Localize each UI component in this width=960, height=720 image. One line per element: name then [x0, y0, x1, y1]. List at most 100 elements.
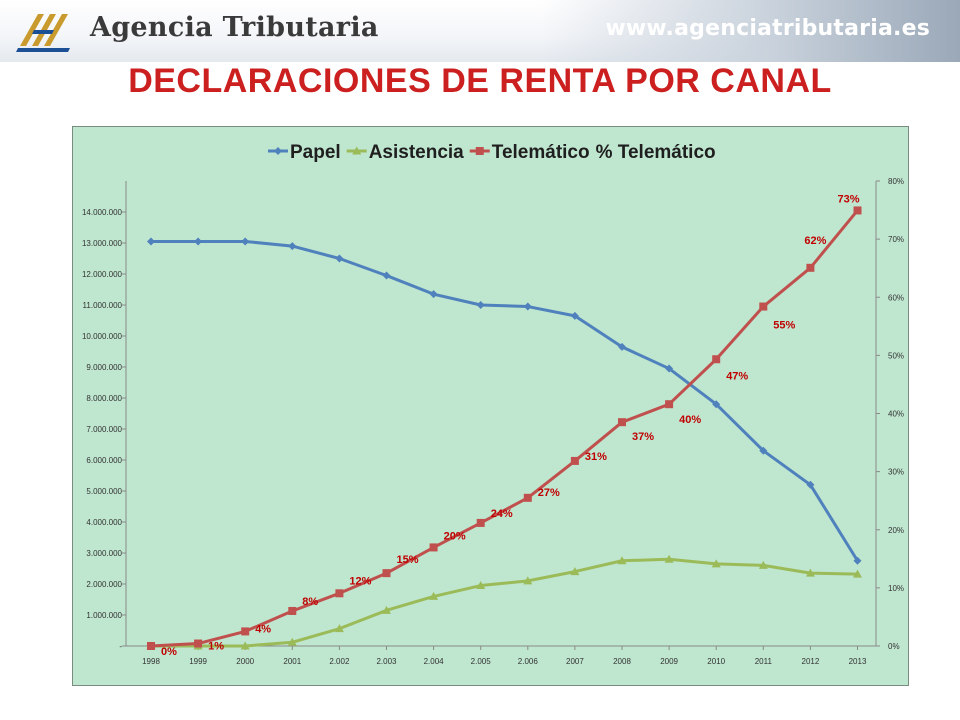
data-point-papel: [429, 290, 438, 299]
series-line-asistencia: [151, 557, 858, 648]
data-point-telem-tico: [523, 493, 532, 502]
data-point-asistencia: [853, 569, 862, 578]
pct-label: 73%: [838, 193, 860, 205]
x-tick-label: 2000: [236, 657, 254, 666]
x-tick-label: 2012: [802, 657, 820, 666]
left-tick-label: 12.000.000: [82, 270, 123, 279]
left-tick-label: 4.000.000: [86, 518, 122, 527]
x-tick-label: 2001: [283, 657, 301, 666]
data-point-asistencia: [523, 576, 533, 585]
chart-panel: [72, 126, 909, 686]
chart-data-labels: 0% 1% 4% 8% 12% 15% 20% 24% 27% 31% 37% 40% 47% 55% 62…: [161, 193, 860, 658]
data-point-papel: [665, 364, 674, 373]
left-tick-label: 6.000.000: [86, 456, 122, 465]
data-point-papel: [288, 242, 297, 251]
right-tick-label: 20%: [888, 526, 904, 535]
legend-label-papel: Papel: [290, 142, 341, 163]
data-point-papel: [241, 237, 250, 246]
data-point-asistencia: [570, 567, 580, 576]
series-papel: [147, 237, 862, 565]
pct-label: 55%: [773, 320, 795, 332]
legend-marker-papel: [274, 147, 282, 155]
left-tick-label: 5.000.000: [86, 487, 122, 496]
right-tick-label: 70%: [888, 235, 904, 244]
data-point-asistencia: [664, 554, 674, 563]
data-point-telem-tico: [759, 302, 768, 311]
header-banner: Agencia Tributaria www.agenciatributaria…: [0, 0, 960, 62]
data-point-papel: [570, 311, 579, 320]
data-point-asistencia: [758, 560, 768, 569]
x-tick-label: 2011: [755, 657, 773, 666]
data-point-papel: [853, 556, 862, 565]
pct-label: 27%: [538, 487, 560, 499]
data-point-telem-tico: [194, 639, 203, 648]
data-point-papel: [712, 400, 721, 409]
data-point-asistencia: [711, 559, 721, 568]
series-line-papel: [151, 239, 859, 562]
data-point-telem-tico: [570, 456, 579, 465]
left-tick-label: 8.000.000: [86, 394, 122, 403]
pct-label: 47%: [726, 370, 748, 382]
data-point-papel: [335, 254, 344, 263]
pct-label: 1%: [208, 641, 224, 653]
legend-label-telem-tico: Telemático: [492, 142, 590, 163]
legend-label-asistencia: Asistencia: [369, 142, 464, 163]
legend-label--telem-tico: % Telemático: [596, 142, 716, 163]
right-tick-label: 40%: [888, 410, 904, 419]
right-tick-label: 50%: [888, 351, 904, 360]
data-point-asistencia: [476, 581, 486, 590]
legend-item-papel: Papel: [268, 142, 341, 163]
data-point-telem-tico: [147, 642, 155, 650]
data-point-asistencia: [429, 591, 439, 600]
x-tick-label: 2007: [566, 657, 584, 666]
pct-label: 24%: [491, 508, 513, 520]
pct-label: 62%: [804, 235, 826, 247]
page-title: DECLARACIONES DE RENTA POR CANAL: [128, 62, 832, 100]
data-point-asistencia: [382, 605, 391, 614]
series-line-telem-tico: [150, 209, 859, 648]
data-point-telem-tico: [853, 206, 862, 215]
data-point-asistencia: [240, 641, 250, 650]
data-point-telem-tico: [335, 589, 344, 598]
right-tick-label: 10%: [888, 584, 904, 593]
data-point-asistencia: [805, 568, 815, 577]
data-point-asistencia: [617, 556, 627, 565]
x-tick-label: 1999: [189, 657, 207, 666]
x-tick-label: 2009: [660, 657, 678, 666]
left-tick-label: 11.000.000: [83, 301, 123, 310]
x-tick-label: 2008: [613, 657, 631, 666]
series-asistencia: [146, 554, 862, 650]
data-point-asistencia: [334, 624, 344, 633]
legend-item-telem-tico: Telemático: [469, 142, 590, 163]
pct-label: 40%: [679, 414, 701, 426]
data-point-papel: [759, 446, 768, 455]
data-point-telem-tico: [241, 627, 250, 636]
data-point-papel: [523, 302, 532, 311]
pct-label: 0%: [161, 646, 177, 658]
x-tick-label: 2.006: [518, 657, 539, 666]
data-point-papel: [476, 301, 485, 309]
data-point-telem-tico: [382, 569, 391, 578]
x-tick-label: 2.004: [424, 657, 445, 666]
right-tick-label: 30%: [888, 468, 904, 477]
data-point-telem-tico: [288, 606, 297, 615]
legend-item--telem-tico: % Telemático: [596, 142, 716, 163]
x-tick-label: 2.005: [471, 657, 492, 666]
chart-axes: - 1.000.000 2.000.000 3.000.000 4.000.000 5.0…: [82, 177, 904, 666]
x-tick-label: 1998: [142, 657, 160, 666]
left-tick-label: 13.000.000: [82, 239, 123, 248]
data-point-papel: [194, 237, 203, 246]
left-tick-label: 7.000.000: [86, 425, 122, 434]
data-point-telem-tico: [429, 543, 438, 552]
right-tick-label: 0%: [888, 642, 900, 651]
x-tick-label: 2013: [849, 657, 867, 666]
data-point-telem-tico: [665, 400, 674, 409]
left-tick-label: 9.000.000: [86, 363, 122, 372]
website-url[interactable]: www.agenciatributaria.es: [605, 16, 930, 41]
pct-label: 8%: [302, 596, 318, 608]
data-point-papel: [382, 271, 391, 280]
pct-label: 31%: [585, 451, 607, 463]
right-tick-label: 60%: [888, 293, 904, 302]
x-tick-label: 2.002: [329, 657, 350, 666]
